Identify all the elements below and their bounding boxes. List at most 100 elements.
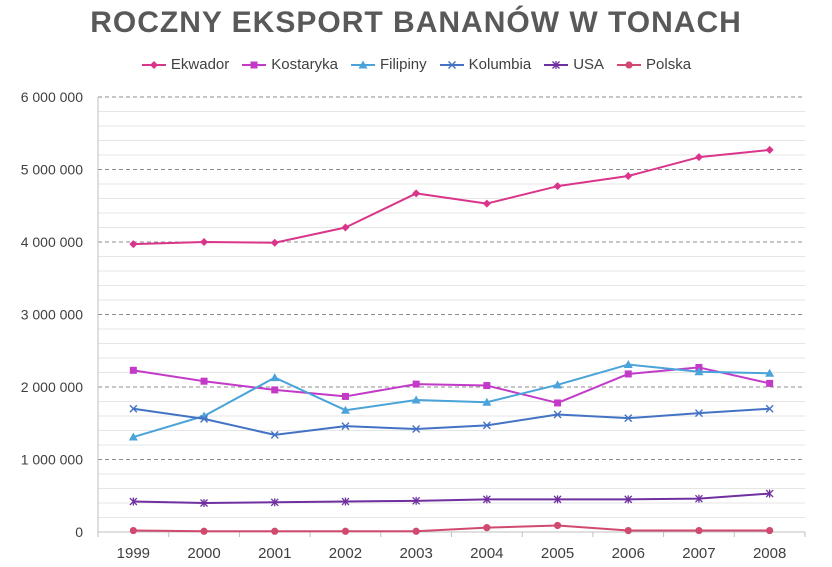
- data-point: [200, 527, 208, 535]
- data-point: [271, 386, 279, 394]
- legend: Ekwador Kostaryka Filipiny Kolumbia USA Polsk…: [0, 56, 832, 73]
- data-point: [625, 60, 633, 69]
- legend-label: Kolumbia: [468, 56, 532, 73]
- data-point: [624, 495, 633, 504]
- legend-label: Polska: [646, 56, 692, 73]
- data-point: [553, 410, 562, 419]
- y-axis-labels: 0 1 000 000 2 000 000 3 000 000 4 000 000 5 0…: [21, 89, 84, 540]
- data-point: [412, 189, 421, 198]
- minor-gridlines: [98, 111, 805, 518]
- data-point: [412, 425, 421, 434]
- data-point: [447, 60, 456, 69]
- legend-swatch: [544, 60, 569, 69]
- series-line: [133, 363, 770, 438]
- chart-title: ROCZNY EKSPORT BANANÓW W TONACH: [90, 6, 742, 39]
- data-point: [411, 395, 421, 404]
- data-point: [766, 379, 774, 387]
- data-point: [624, 370, 632, 378]
- x-tick-label: 1999: [117, 545, 150, 562]
- y-tick-label: 5 000 000: [21, 162, 83, 178]
- y-tick-label: 2 000 000: [21, 379, 83, 395]
- x-tick-label: 2001: [258, 545, 291, 562]
- series-line: [133, 524, 770, 533]
- data-point: [358, 60, 368, 68]
- legend-swatch: [242, 61, 267, 68]
- x-tick-label: 2006: [612, 545, 645, 562]
- data-point: [695, 526, 703, 535]
- data-point: [694, 153, 703, 162]
- data-point: [200, 377, 208, 385]
- data-point: [341, 527, 350, 535]
- y-tick-label: 0: [75, 524, 83, 540]
- data-point: [200, 499, 209, 507]
- x-tick-label: 2003: [399, 545, 432, 562]
- y-tick-label: 1 000 000: [21, 452, 83, 468]
- legend-label: Filipiny: [379, 56, 427, 73]
- data-point: [482, 421, 491, 430]
- data-point: [482, 397, 492, 406]
- data-point: [552, 60, 561, 69]
- legend-item-kostaryka: Kostaryka: [241, 56, 338, 73]
- series-ekwador: [129, 145, 774, 249]
- data-point: [128, 432, 138, 441]
- data-point: [412, 380, 420, 388]
- y-tick-label: 3 000 000: [21, 307, 83, 323]
- legend-item-usa: USA: [543, 56, 604, 73]
- data-point: [623, 360, 633, 369]
- legend-label: Ekwador: [170, 56, 230, 73]
- legend-swatch: [439, 60, 464, 69]
- series-usa: [129, 489, 774, 507]
- data-point: [200, 238, 209, 246]
- data-point: [483, 524, 491, 532]
- data-point: [129, 240, 138, 249]
- data-point: [129, 404, 138, 413]
- data-point: [624, 526, 632, 535]
- data-point: [694, 494, 703, 503]
- data-point: [553, 521, 562, 530]
- data-point: [694, 409, 703, 418]
- data-point: [129, 497, 138, 506]
- data-point: [340, 405, 350, 414]
- x-tick-label: 2004: [470, 545, 503, 562]
- series-kolumbia: [129, 404, 774, 439]
- data-point: [553, 495, 562, 504]
- data-point: [412, 496, 421, 505]
- series-kostaryka: [129, 363, 774, 407]
- data-point: [482, 199, 491, 208]
- data-point: [483, 382, 491, 390]
- data-point: [270, 498, 279, 507]
- data-point: [624, 172, 633, 181]
- x-tick-label: 2007: [682, 545, 715, 562]
- data-point: [412, 527, 420, 535]
- x-axis-labels: 1999 2000 2001 2002 2003 2004 2005 2006 2007 2008: [97, 532, 806, 562]
- data-point: [482, 495, 491, 504]
- legend-swatch: [350, 60, 375, 68]
- y-tick-label: 6 000 000: [21, 89, 83, 105]
- legend-swatch: [617, 60, 642, 69]
- data-point: [553, 182, 562, 191]
- legend-item-polska: Polska: [616, 56, 691, 73]
- y-tick-label: 4 000 000: [21, 234, 83, 250]
- series-line: [133, 148, 770, 246]
- data-point: [271, 527, 279, 535]
- data-point: [270, 373, 280, 382]
- data-point: [765, 489, 774, 498]
- data-point: [341, 497, 350, 506]
- data-point: [694, 367, 704, 376]
- data-point: [270, 238, 279, 247]
- x-tick-label: 2000: [187, 545, 220, 562]
- data-point: [765, 145, 774, 154]
- data-point: [250, 61, 258, 68]
- data-point: [200, 414, 209, 423]
- data-point: [553, 380, 563, 389]
- x-tick-label: 2005: [541, 545, 574, 562]
- series-line: [133, 407, 770, 436]
- data-point: [149, 60, 158, 69]
- legend-item-filipiny: Filipiny: [350, 56, 427, 73]
- x-tick-label: 2002: [329, 545, 362, 562]
- legend-label: Kostaryka: [271, 56, 338, 73]
- series-line: [133, 366, 770, 404]
- major-gridlines: [98, 96, 805, 460]
- legend-label: USA: [573, 56, 605, 73]
